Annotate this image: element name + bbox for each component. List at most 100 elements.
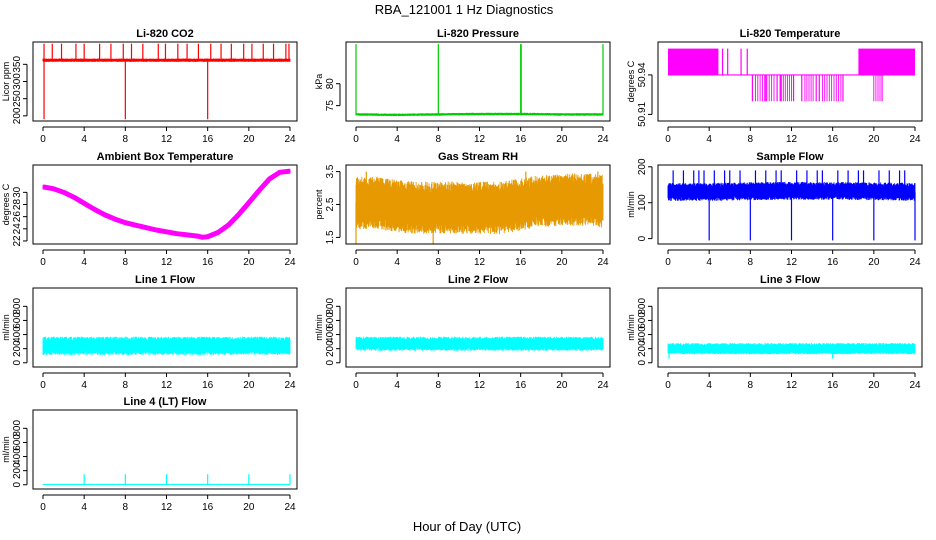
- y-tick-label: 1.5: [325, 230, 336, 244]
- y-tick-label: 200: [12, 462, 23, 479]
- y-axis-label: ml/min: [314, 314, 324, 341]
- x-axis: 0 4 8 12 16 20 24: [353, 126, 609, 145]
- chart-panel-line1: Line 1 Flow ml/min 0 4 8 12 16 20 24 0 20040060080…: [1, 274, 298, 391]
- series-line2: [355, 336, 604, 351]
- y-tick-label: 30: [12, 186, 23, 198]
- y-axis: 0 100 200: [637, 158, 653, 241]
- figure-xlabel: Hour of Day (UTC): [413, 519, 521, 534]
- x-tick-label: 24: [597, 257, 609, 268]
- y-axis-label: ml/min: [626, 191, 636, 218]
- plot-frame: [32, 164, 298, 245]
- series-line1: [42, 336, 291, 355]
- y-tick-label: 800: [12, 420, 23, 437]
- y-tick-label: 200: [12, 340, 23, 357]
- x-tick-label: 12: [786, 134, 798, 145]
- x-tick-label: 16: [827, 257, 839, 268]
- figure-title: RBA_121001 1 Hz Diagnostics: [375, 2, 554, 17]
- plot-frame: [345, 41, 611, 122]
- data-low-block: [804, 74, 814, 102]
- x-tick-label: 24: [909, 134, 921, 145]
- y-tick-label: 0: [12, 482, 23, 488]
- x-tick-label: 0: [40, 502, 46, 513]
- series-line4: [42, 474, 291, 485]
- y-axis: 1.5 2.5 3.5: [325, 164, 341, 244]
- y-axis-label: Licor ppm: [1, 62, 11, 102]
- x-tick-label: 20: [556, 257, 568, 268]
- panel-title: Line 3 Flow: [760, 274, 820, 286]
- y-tick-label: 0: [325, 360, 336, 366]
- plot-frame: [345, 164, 611, 245]
- y-tick-label: 300: [12, 73, 23, 90]
- x-tick-label: 4: [81, 134, 87, 145]
- plot-frame: [32, 409, 298, 490]
- x-tick-label: 4: [81, 257, 87, 268]
- y-tick-label: 2.5: [325, 197, 336, 211]
- x-tick-label: 8: [748, 134, 754, 145]
- y-tick-label: 400: [12, 448, 23, 465]
- x-tick-label: 12: [161, 380, 173, 391]
- y-axis-label: ml/min: [1, 436, 11, 463]
- y-tick-label: 24: [12, 223, 23, 235]
- panel-title: Ambient Box Temperature: [97, 151, 234, 163]
- chart-panel-sampleflow: Sample Flow ml/min 0 4 8 12 16 20 24 0 100 200: [626, 151, 923, 268]
- data-low-block: [873, 74, 881, 102]
- y-tick-label: 26: [12, 211, 23, 223]
- y-tick-label: 200: [637, 340, 648, 357]
- x-tick-label: 8: [123, 257, 129, 268]
- y-tick-label: 75: [325, 100, 336, 112]
- y-tick-label: 28: [12, 199, 23, 211]
- x-tick-label: 20: [243, 257, 255, 268]
- y-tick-label: 200: [325, 340, 336, 357]
- data-series-band: [42, 169, 291, 240]
- x-tick-label: 16: [827, 134, 839, 145]
- x-tick-label: 16: [202, 380, 214, 391]
- y-axis: 50.91 50.94: [637, 62, 653, 127]
- data-series-line: [42, 168, 291, 240]
- x-axis: 0 4 8 12 16 20 24: [353, 372, 609, 391]
- y-tick-label: 600: [637, 312, 648, 329]
- x-tick-label: 20: [556, 134, 568, 145]
- x-tick-label: 8: [748, 380, 754, 391]
- y-tick-label: 0: [637, 360, 648, 366]
- series-ambient: [42, 168, 291, 240]
- plot-frame: [32, 287, 298, 368]
- x-tick-label: 24: [284, 134, 296, 145]
- chart-panel-co2: Li-820 CO2 Licor ppm 0 4 8 12 16 20 24 2002503003…: [1, 28, 298, 145]
- chart-panel-pressure: Li-820 Pressure kPa 0 4 8 12 16 20 24 75 80: [314, 28, 611, 145]
- data-low-block: [782, 74, 792, 102]
- x-tick-label: 8: [436, 257, 442, 268]
- x-tick-label: 24: [284, 380, 296, 391]
- x-axis: 0 4 8 12 16 20 24: [40, 126, 296, 145]
- panel-title: Gas Stream RH: [438, 151, 518, 163]
- x-tick-label: 4: [394, 134, 400, 145]
- y-tick-label: 50.91: [637, 101, 648, 126]
- y-tick-label: 800: [12, 298, 23, 315]
- x-tick-label: 0: [353, 257, 359, 268]
- x-tick-label: 16: [202, 257, 214, 268]
- y-tick-label: 600: [325, 312, 336, 329]
- data-low-block: [766, 74, 775, 102]
- y-tick-label: 0: [637, 235, 648, 241]
- x-tick-label: 12: [786, 257, 798, 268]
- x-tick-label: 20: [243, 134, 255, 145]
- x-tick-label: 12: [161, 502, 173, 513]
- x-tick-label: 12: [474, 257, 486, 268]
- y-tick-label: 0: [12, 360, 23, 366]
- x-tick-label: 12: [161, 257, 173, 268]
- chart-panel-ambient: Ambient Box Temperature degrees C 0 4 8 12 16 2…: [1, 151, 298, 268]
- x-tick-label: 4: [706, 380, 712, 391]
- x-tick-label: 8: [123, 134, 129, 145]
- panel-title: Sample Flow: [756, 151, 824, 163]
- series-sampleflow: [667, 170, 916, 241]
- x-tick-label: 4: [706, 257, 712, 268]
- y-tick-label: 200: [637, 158, 648, 175]
- x-tick-label: 24: [597, 380, 609, 391]
- y-tick-label: 80: [325, 78, 336, 90]
- x-axis: 0 4 8 12 16 20 24: [665, 126, 921, 145]
- y-tick-label: 400: [325, 326, 336, 343]
- x-tick-label: 0: [353, 134, 359, 145]
